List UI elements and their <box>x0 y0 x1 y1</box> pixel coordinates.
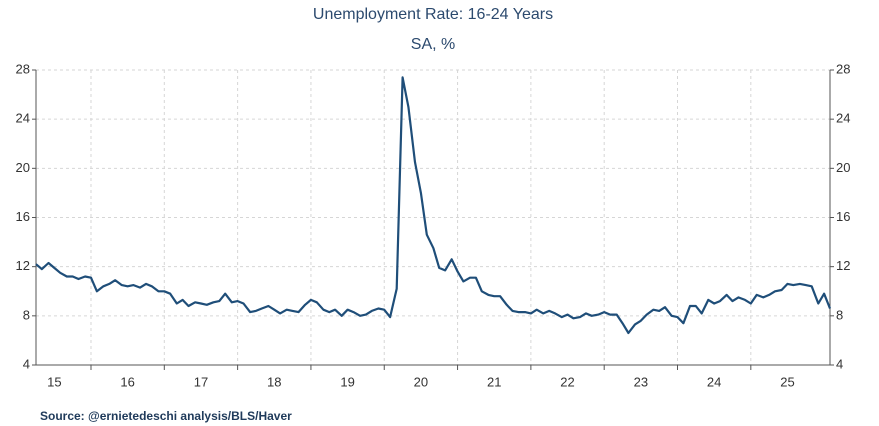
x-tick-label: 15 <box>47 374 61 389</box>
data-line <box>35 76 832 335</box>
x-tick-label: 19 <box>340 374 354 389</box>
x-tick-label: 24 <box>707 374 721 389</box>
y2-tick-label: 4 <box>836 356 843 371</box>
x-tick-label: 22 <box>560 374 574 389</box>
x-tick-label: 20 <box>414 374 428 389</box>
y-tick-label: 28 <box>16 61 30 76</box>
y-tick-label: 4 <box>23 356 30 371</box>
y-tick-label: 24 <box>16 111 30 126</box>
y2-tick-label: 16 <box>836 209 850 224</box>
chart-title: Unemployment Rate: 16-24 Years <box>313 6 553 23</box>
x-tick-label: 18 <box>267 374 281 389</box>
y-tick-label: 12 <box>16 258 30 273</box>
y-tick-label: 8 <box>23 307 30 322</box>
chart-subtitle: SA, % <box>411 36 455 53</box>
y-tick-label: 16 <box>16 209 30 224</box>
y-tick-label: 20 <box>16 160 30 175</box>
x-tick-label: 23 <box>634 374 648 389</box>
x-tick-label: 16 <box>120 374 134 389</box>
y2-tick-label: 28 <box>836 61 850 76</box>
y2-tick-label: 24 <box>836 111 850 126</box>
y2-tick-label: 20 <box>836 160 850 175</box>
x-tick-label: 17 <box>194 374 208 389</box>
y2-tick-label: 8 <box>836 307 843 322</box>
x-tick-label: 25 <box>780 374 794 389</box>
source-note: Source: @ernietedeschi analysis/BLS/Have… <box>40 409 292 423</box>
x-tick-label: 21 <box>487 374 501 389</box>
y2-tick-label: 12 <box>836 258 850 273</box>
